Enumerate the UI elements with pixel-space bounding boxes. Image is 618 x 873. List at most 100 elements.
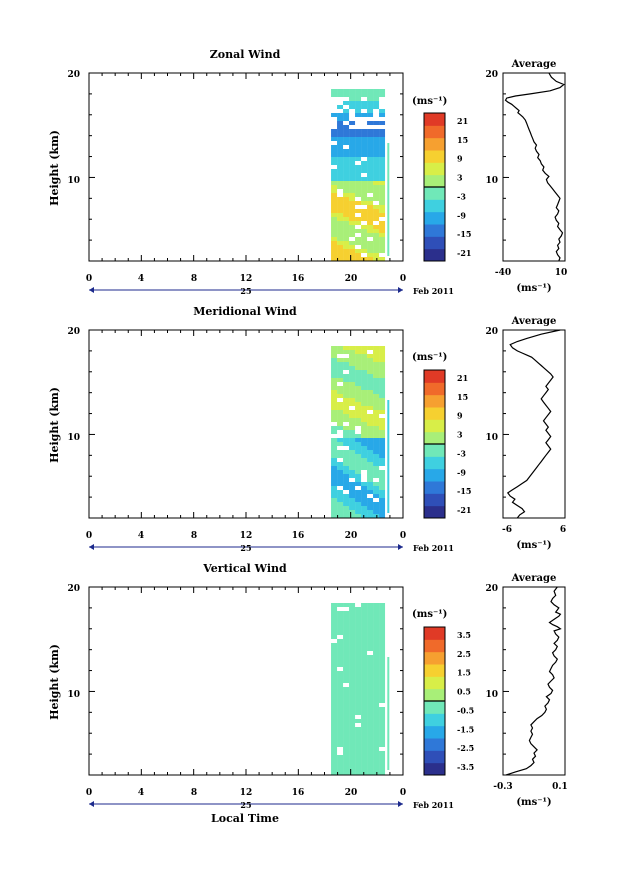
vertical-heatmap-cell	[343, 623, 350, 627]
vertical-heatmap-cell	[373, 691, 380, 695]
zonal-heatmap-cell	[373, 241, 380, 245]
meridional-heatmap-cell	[373, 506, 380, 510]
vertical-heatmap-cell	[373, 767, 380, 771]
meridional-heatmap-cell	[337, 386, 344, 390]
meridional-heatmap-stripe	[387, 400, 390, 513]
meridional-heatmap-cell	[355, 346, 362, 350]
meridional-heatmap-cell	[361, 426, 368, 430]
vertical-colorbar-tick-label: -2.5	[457, 743, 474, 753]
vertical-heatmap-cell	[337, 639, 344, 643]
meridional-heatmap-cell	[379, 494, 386, 498]
meridional-xtick-4: 4	[138, 531, 144, 541]
zonal-heatmap-cell	[343, 185, 350, 189]
meridional-heatmap-cell	[355, 390, 362, 394]
meridional-heatmap-cell	[355, 454, 362, 458]
vertical-heatmap-cell	[379, 607, 386, 611]
vertical-heatmap-cell	[331, 715, 338, 719]
meridional-heatmap-cell	[343, 506, 350, 510]
zonal-heatmap-cell	[343, 149, 350, 153]
zonal-heatmap-cell	[361, 169, 368, 173]
meridional-heatmap-cell	[361, 510, 368, 514]
zonal-heatmap-cell	[379, 221, 386, 225]
zonal-heatmap-cell	[361, 141, 368, 145]
meridional-heatmap-cell	[373, 406, 380, 410]
meridional-heatmap-cell	[331, 438, 338, 442]
vertical-heatmap-cell	[379, 651, 386, 655]
vertical-heatmap-cell	[373, 719, 380, 723]
meridional-heatmap-cell	[349, 470, 356, 474]
zonal-heatmap-cell	[337, 229, 344, 233]
zonal-heatmap-cell	[349, 253, 356, 257]
zonal-heatmap-cell	[379, 121, 386, 125]
zonal-heatmap-cell	[373, 173, 380, 177]
meridional-heatmap-cell	[367, 486, 374, 490]
zonal-heatmap-cell	[367, 165, 374, 169]
meridional-heatmap-cell	[349, 490, 356, 494]
meridional-heatmap-cell	[379, 514, 386, 518]
vertical-heatmap-cell	[373, 667, 380, 671]
vertical-heatmap-cell	[331, 687, 338, 691]
vertical-heatmap-cell	[373, 763, 380, 767]
vertical-heatmap-cell	[349, 611, 356, 615]
zonal-heatmap-cell	[343, 197, 350, 201]
vertical-heatmap-cell	[367, 635, 374, 639]
meridional-heatmap-cell	[337, 410, 344, 414]
meridional-heatmap-cell	[349, 402, 356, 406]
meridional-heatmap-cell	[367, 390, 374, 394]
meridional-heatmap-cell	[349, 510, 356, 514]
vertical-heatmap-cell	[379, 611, 386, 615]
meridional-heatmap-cell	[343, 486, 350, 490]
vertical-colorbar-swatch	[424, 762, 445, 776]
zonal-heatmap-cell	[349, 233, 356, 237]
vertical-heatmap-cell	[355, 635, 362, 639]
vertical-heatmap-cell	[367, 743, 374, 747]
vertical-heatmap-cell	[373, 703, 380, 707]
zonal-heatmap-cell	[367, 169, 374, 173]
vertical-heatmap-cell	[349, 639, 356, 643]
zonal-heatmap-cell	[343, 237, 350, 241]
vertical-heatmap-cell	[355, 707, 362, 711]
vertical-heatmap-cell	[349, 739, 356, 743]
zonal-heatmap-cell	[361, 161, 368, 165]
zonal-colorbar-swatch	[424, 236, 445, 250]
zonal-heatmap-cell	[337, 137, 344, 141]
zonal-heatmap-cell	[331, 89, 338, 93]
vertical-heatmap-cell	[379, 663, 386, 667]
meridional-colorbar-tick-label: -3	[457, 448, 466, 458]
vertical-heatmap-cell	[367, 667, 374, 671]
vertical-heatmap-cell	[343, 659, 350, 663]
vertical-heatmap-cell	[361, 607, 368, 611]
meridional-heatmap-cell	[361, 462, 368, 466]
zonal-heatmap-cell	[373, 149, 380, 153]
meridional-heatmap-cell	[343, 374, 350, 378]
meridional-heatmap-cell	[361, 498, 368, 502]
vertical-heatmap-cell	[349, 683, 356, 687]
vertical-heatmap-cell	[367, 623, 374, 627]
meridional-heatmap-cell	[331, 494, 338, 498]
zonal-ytick-20: 20	[67, 70, 80, 80]
zonal-heatmap-cell	[355, 253, 362, 257]
vertical-heatmap-cell	[349, 695, 356, 699]
zonal-heatmap-cell	[343, 137, 350, 141]
vertical-heatmap-cell	[367, 683, 374, 687]
meridional-date-month: Feb 2011	[413, 543, 454, 553]
vertical-heatmap-cell	[379, 759, 386, 763]
meridional-heatmap-cell	[343, 498, 350, 502]
vertical-heatmap-cell	[373, 711, 380, 715]
vertical-heatmap-cell	[349, 603, 356, 607]
zonal-heatmap-cell	[367, 121, 374, 125]
vertical-heatmap-cell	[349, 675, 356, 679]
meridional-heatmap-cell	[343, 514, 350, 518]
zonal-heatmap-cell	[343, 209, 350, 213]
vertical-heatmap-cell	[367, 699, 374, 703]
zonal-heatmap-cell	[355, 169, 362, 173]
zonal-heatmap-cell	[379, 93, 386, 97]
vertical-heatmap-cell	[355, 615, 362, 619]
zonal-heatmap-cell	[373, 169, 380, 173]
meridional-heatmap-cell	[349, 458, 356, 462]
zonal-heatmap-cell	[343, 213, 350, 217]
meridional-heatmap-cell	[349, 430, 356, 434]
vertical-heatmap-cell	[331, 615, 338, 619]
vertical-heatmap-cell	[361, 623, 368, 627]
meridional-ytick-20: 20	[67, 327, 80, 337]
